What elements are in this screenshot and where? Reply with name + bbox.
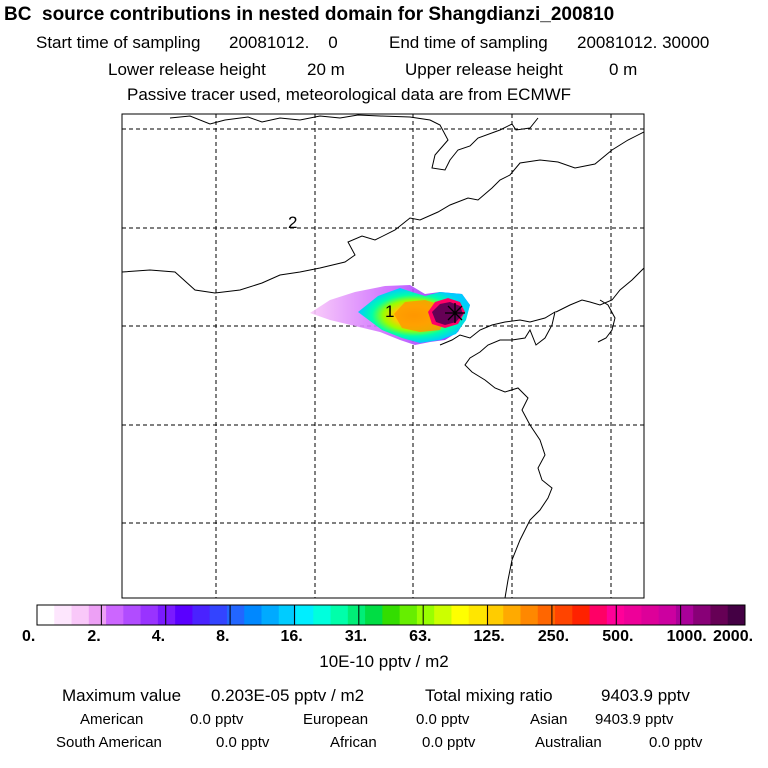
colorbar-unit: 10E-10 pptv / m2 [319, 652, 449, 671]
colorbar-swatch [485, 605, 504, 625]
colorbar-swatch [416, 605, 435, 625]
total-mixing-label: Total mixing ratio [425, 686, 553, 705]
colorbar-tick-label: 16. [280, 628, 303, 645]
colorbar-swatch [382, 605, 401, 625]
tracer-note: Passive tracer used, meteorological data… [127, 85, 572, 104]
colorbar-swatch [296, 605, 314, 625]
colorbar-frame [36, 604, 746, 626]
colorbar-swatch [365, 605, 383, 625]
source-value: 0.0 pptv [422, 734, 476, 751]
map-frame [121, 113, 645, 599]
source-value: 0.0 pptv [216, 734, 270, 751]
plot-title: BC source contributions in nested domain… [4, 4, 615, 25]
colorbar-swatch [641, 605, 660, 625]
colorbar-swatch [399, 605, 418, 625]
colorbar-swatch [503, 605, 522, 625]
colorbar-swatch [347, 605, 366, 625]
max-value-label: Maximum value [62, 686, 182, 705]
max-value: 0.203E-05 pptv / m2 [211, 686, 365, 705]
upper-release-value: 0 m [609, 60, 638, 79]
release-marker-1: 1 [385, 302, 394, 321]
total-mixing-value: 9403.9 pptv [601, 686, 690, 705]
grid-lines [122, 114, 644, 598]
colorbar-tick-label: 63. [409, 628, 432, 645]
start-time-value: 20081012. 0 [229, 33, 338, 52]
end-time-value: 20081012. 30000 [577, 33, 710, 52]
start-time-label: Start time of sampling [36, 33, 201, 52]
colorbar-swatch [209, 605, 228, 625]
colorbar-swatch [37, 605, 55, 625]
source-name: Australian [535, 734, 602, 751]
lower-release-label: Lower release height [108, 60, 266, 79]
colorbar-tick-label: 1000. [666, 628, 707, 645]
colorbar-swatch [572, 605, 591, 625]
colorbar-swatch [451, 605, 470, 625]
receptor-star-icon [445, 303, 465, 323]
source-name: African [330, 734, 377, 751]
colorbar-swatch [675, 605, 694, 625]
upper-release-label: Upper release height [405, 60, 563, 79]
colorbar-tick-label: 0. [22, 628, 36, 645]
colorbar-swatch [261, 605, 280, 625]
colorbar-swatch [693, 605, 711, 625]
colorbar-tick-label: 8. [216, 628, 230, 645]
colorbar-swatch [226, 605, 245, 625]
colorbar-swatch [330, 605, 349, 625]
colorbar-swatch [54, 605, 73, 625]
end-time-label: End time of sampling [389, 33, 548, 52]
colorbar-swatch [71, 605, 90, 625]
colorbar-swatch [88, 605, 107, 625]
colorbar-swatch [313, 605, 332, 625]
lower-release-value: 20 m [307, 60, 345, 79]
colorbar-swatch [278, 605, 297, 625]
colorbar-swatch [434, 605, 452, 625]
colorbar-swatch [244, 605, 262, 625]
colorbar-swatch [175, 605, 193, 625]
colorbar-swatch [710, 605, 729, 625]
colorbar-swatch [624, 605, 642, 625]
colorbar-swatch [658, 605, 677, 625]
source-name: South American [56, 734, 162, 751]
colorbar-swatch [606, 605, 625, 625]
colorbar-tick-label: 500. [602, 628, 634, 645]
colorbar-tick-label: 2. [87, 628, 101, 645]
colorbar-tick-label: 31. [344, 628, 368, 645]
colorbar-tick-label: 4. [151, 628, 166, 645]
colorbar-swatch [537, 605, 556, 625]
colorbar-swatch [157, 605, 176, 625]
boundary-lines [122, 114, 644, 598]
colorbar-swatch [555, 605, 573, 625]
colorbar-tick-label: 2000. [713, 628, 754, 645]
colorbar-tick-label: 125. [473, 628, 505, 645]
source-value: 0.0 pptv [649, 734, 703, 751]
colorbar-tick-label: 250. [537, 628, 570, 645]
colorbar-swatch [727, 605, 746, 625]
concentration-plume [310, 285, 470, 345]
colorbar [36, 604, 746, 626]
colorbar-swatch [140, 605, 159, 625]
colorbar-swatch [589, 605, 608, 625]
source-value: 0.0 pptv [190, 711, 244, 728]
region-marker-2: 2 [288, 213, 297, 232]
source-name: European [303, 711, 369, 728]
colorbar-swatch [520, 605, 539, 625]
source-value: 0.0 pptv [416, 711, 470, 728]
colorbar-swatch [106, 605, 124, 625]
colorbar-swatch [123, 605, 142, 625]
source-name: Asian [530, 711, 568, 728]
source-name: American [80, 711, 144, 728]
colorbar-swatch [468, 605, 487, 625]
colorbar-swatch [192, 605, 211, 625]
source-value: 9403.9 pptv [595, 711, 674, 728]
